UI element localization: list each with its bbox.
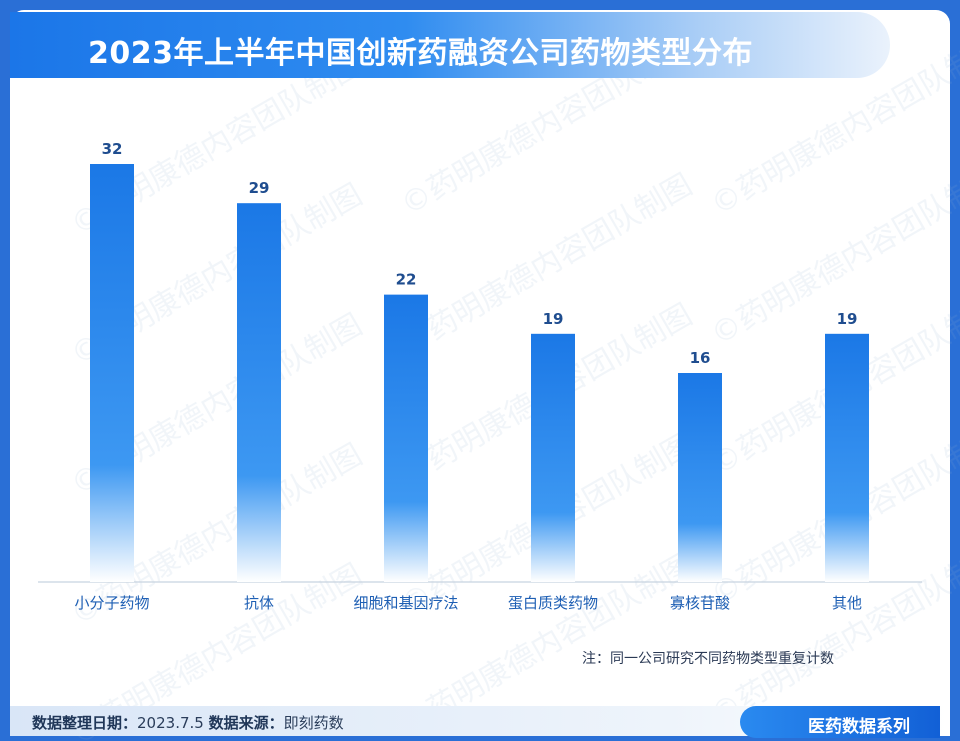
bar-value-label: 19 [837, 310, 858, 328]
chart-panel [10, 10, 950, 734]
category-label: 其他 [832, 594, 862, 612]
bar-value-label: 22 [396, 271, 417, 289]
bar [90, 164, 134, 582]
category-label: 小分子药物 [74, 594, 149, 612]
category-labels-group: 小分子药物 抗体 细胞和基因疗法 蛋白质类药物 寡核苷酸 其他 [74, 594, 862, 612]
bar [237, 203, 281, 582]
value-labels-group: 32 29 22 19 16 19 [102, 140, 858, 367]
bar [825, 333, 869, 582]
bar [384, 294, 428, 582]
chart-title: 2023年上半年中国创新药融资公司药物类型分布 [88, 36, 753, 71]
bar-value-label: 19 [543, 310, 564, 328]
date-label: 数据整理日期： [32, 714, 138, 732]
category-label: 抗体 [244, 594, 274, 612]
bar [531, 333, 575, 582]
chart-note: 注：同一公司研究不同药物类型重复计数 [582, 651, 834, 667]
category-label: 寡核苷酸 [670, 594, 730, 612]
title-banner [10, 12, 890, 78]
source-value: 即刻药数 [283, 714, 344, 732]
category-label: 细胞和基因疗法 [353, 594, 458, 612]
source-label: 数据来源： [208, 714, 284, 732]
date-value: 2023.7.5 [137, 714, 204, 732]
bar [678, 373, 722, 582]
footer-info: 数据整理日期：2023.7.5 数据来源：即刻药数 [32, 712, 344, 733]
bars-group [90, 164, 869, 582]
bar-value-label: 16 [690, 349, 711, 367]
series-tag: 医药数据系列 [740, 706, 940, 738]
category-label: 蛋白质类药物 [508, 594, 598, 612]
bar-value-label: 29 [249, 179, 270, 197]
bar-value-label: 32 [102, 140, 123, 158]
